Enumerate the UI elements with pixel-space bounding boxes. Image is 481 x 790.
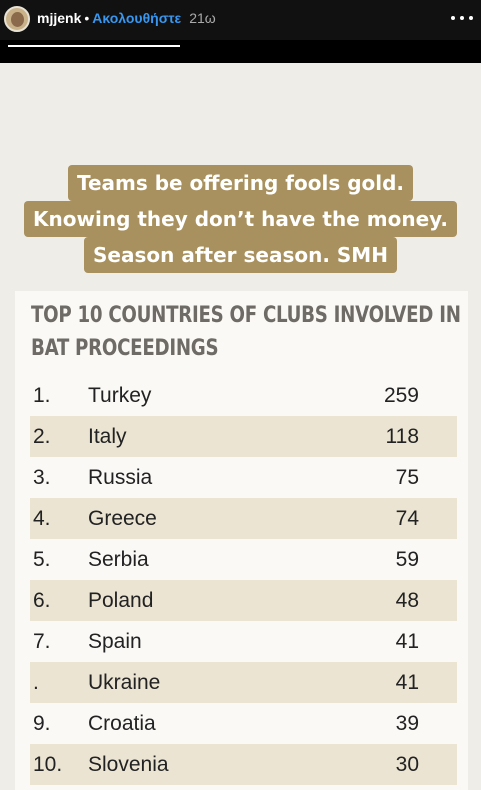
table-row: 1. Turkey 259 xyxy=(30,375,457,416)
story-header: mjjenk • Ακολουθήστε 21ω xyxy=(0,0,481,40)
value-cell: 41 xyxy=(395,629,419,653)
country-cell: Greece xyxy=(88,506,157,530)
caption-line: Knowing they don’t have the money. xyxy=(24,201,457,237)
country-cell: Turkey xyxy=(88,383,152,407)
country-cell: Slovenia xyxy=(88,752,169,776)
separator: • xyxy=(84,10,90,26)
rank-cell: 2. xyxy=(33,424,51,448)
more-options-icon[interactable] xyxy=(451,9,473,27)
username[interactable]: mjjenk xyxy=(37,10,82,26)
rank-cell: 7. xyxy=(33,629,51,653)
value-cell: 259 xyxy=(383,383,419,407)
rank-cell: 1. xyxy=(33,383,51,407)
country-cell: Spain xyxy=(88,629,142,653)
table-row: 2. Italy 118 xyxy=(30,416,457,457)
timestamp: 21ω xyxy=(189,10,216,26)
table-row: 6. Poland 48 xyxy=(30,580,457,621)
country-cell: Ukraine xyxy=(88,670,161,694)
value-cell: 39 xyxy=(395,711,419,735)
rank-cell: 9. xyxy=(33,711,51,735)
value-cell: 59 xyxy=(395,547,419,571)
caption-line: Season after season. SMH xyxy=(84,237,397,273)
country-cell: Russia xyxy=(88,465,153,489)
story-content[interactable]: Teams be offering fools gold. Knowing th… xyxy=(0,63,481,790)
table-row: 5. Serbia 59 xyxy=(30,539,457,580)
value-cell: 75 xyxy=(395,465,419,489)
header-text: mjjenk • Ακολουθήστε 21ω xyxy=(37,10,216,26)
table-row: 10. Slovenia 30 xyxy=(30,744,457,785)
rank-cell: 10. xyxy=(33,752,63,776)
country-cell: Croatia xyxy=(88,711,156,735)
table-row: 3. Russia 75 xyxy=(30,457,457,498)
follow-button[interactable]: Ακολουθήστε xyxy=(92,10,182,26)
rank-cell: . xyxy=(33,670,39,694)
table-row: 4. Greece 74 xyxy=(30,498,457,539)
value-cell: 41 xyxy=(395,670,419,694)
avatar-face-icon xyxy=(11,12,24,27)
rank-cell: 4. xyxy=(33,506,51,530)
country-cell: Poland xyxy=(88,588,154,612)
country-cell: Italy xyxy=(88,424,127,448)
table-row: 7. Spain 41 xyxy=(30,621,457,662)
rank-cell: 3. xyxy=(33,465,51,489)
ranking-table: 1. Turkey 259 2. Italy 118 3. Russia 75 4. Greece 7… xyxy=(30,375,457,785)
table-title-line: TOP 10 COUNTRIES OF CLUBS INVOLVED IN xyxy=(31,303,461,328)
ranking-table-card: TOP 10 COUNTRIES OF CLUBS INVOLVED IN BA… xyxy=(15,291,468,790)
value-cell: 48 xyxy=(395,588,419,612)
table-title: TOP 10 COUNTRIES OF CLUBS INVOLVED IN BA… xyxy=(31,299,461,365)
avatar[interactable] xyxy=(4,6,30,32)
country-cell: Serbia xyxy=(88,547,149,571)
story-progress-bar xyxy=(8,45,180,47)
caption-line: Teams be offering fools gold. xyxy=(67,165,414,201)
table-title-line: BAT PROCEEDINGS xyxy=(31,336,219,361)
table-row: 9. Croatia 39 xyxy=(30,703,457,744)
value-cell: 30 xyxy=(395,752,419,776)
story-caption: Teams be offering fools gold. Knowing th… xyxy=(0,165,481,273)
table-row: . Ukraine 41 xyxy=(30,662,457,703)
rank-cell: 5. xyxy=(33,547,51,571)
rank-cell: 6. xyxy=(33,588,51,612)
value-cell: 74 xyxy=(395,506,419,530)
value-cell: 118 xyxy=(385,424,419,448)
story-progress-fill xyxy=(8,45,180,47)
